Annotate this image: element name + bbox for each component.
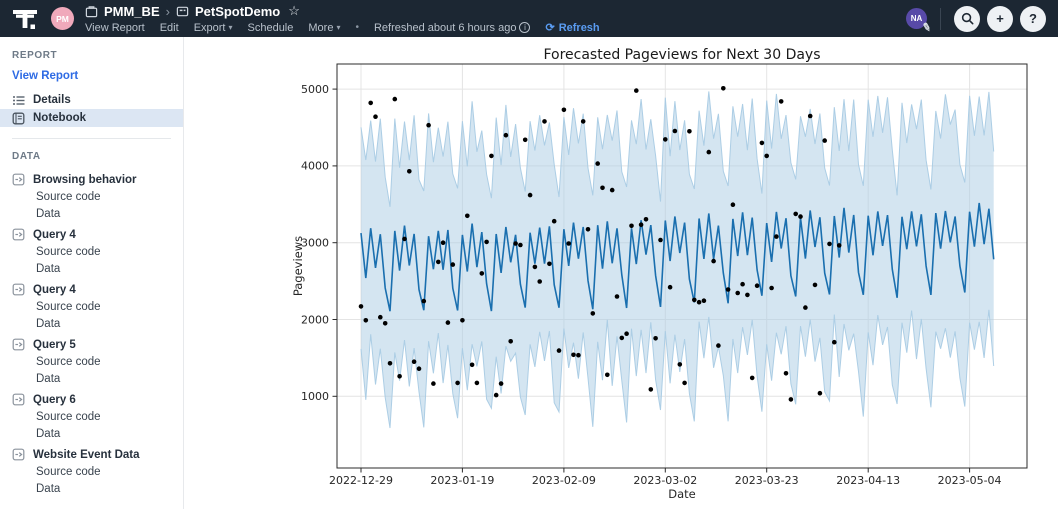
svg-text:2023-05-04: 2023-05-04 [938,474,1002,487]
sidebar-query-group-2[interactable]: Query 4 [0,281,183,298]
query-icon [12,338,25,351]
sidebar: REPORT View Report Details N [0,37,184,509]
sidebar-data-link[interactable]: Data [36,373,61,386]
sidebar-source-code-link[interactable]: Source code [36,465,101,478]
svg-text:4000: 4000 [301,160,329,173]
sidebar-view-report-link[interactable]: View Report [12,70,79,82]
sidebar-report-header: REPORT [12,50,58,61]
report-menu-bar: View Report Edit Export ▾ Schedule More ▾ … [85,21,600,35]
breadcrumb-report-title[interactable]: PetSpotDemo [194,3,281,19]
sidebar-query-group-0[interactable]: Browsing behavior [0,171,183,188]
sidebar-item-notebook[interactable]: Notebook [0,109,183,127]
svg-text:2023-03-02: 2023-03-02 [633,474,697,487]
caret-down-icon: ▾ [228,23,233,32]
svg-text:5000: 5000 [301,83,329,96]
sidebar-data-link[interactable]: Data [36,318,61,331]
forecast-chart-svg: 1000 2000 3000 4000 5000 2022-12-29 2023-01-19… [290,46,1040,508]
query-group-name: Query 5 [33,338,76,351]
sidebar-data-header: DATA [12,151,41,162]
refreshed-status: Refreshed about 6 hours ago i [374,22,531,34]
query-group-name: Query 4 [33,283,76,296]
query-icon [12,173,25,186]
sidebar-source-code-link[interactable]: Source code [36,245,101,258]
svg-text:1000: 1000 [301,390,329,403]
svg-text:Pageviews: Pageviews [291,236,305,296]
details-list-icon [12,94,25,107]
new-button[interactable]: + [987,5,1013,32]
menu-more[interactable]: More ▾ [308,22,340,34]
query-icon [12,393,25,406]
sidebar-details-label: Details [33,94,71,106]
svg-text:2023-04-13: 2023-04-13 [836,474,900,487]
svg-text:2023-03-23: 2023-03-23 [735,474,799,487]
top-bar: PM PMM_BE › PetSpotDemo ☆ View Report Ed… [0,0,1058,37]
svg-text:2022-12-29: 2022-12-29 [329,474,393,487]
svg-text:3000: 3000 [301,237,329,250]
pencil-icon: ✎ [920,20,933,35]
sidebar-source-code-link[interactable]: Source code [36,300,101,313]
sidebar-data-link[interactable]: Data [36,263,61,276]
user-initials: NA [910,14,923,23]
breadcrumb: PMM_BE › PetSpotDemo ☆ View Report Edit … [85,3,600,34]
report-icon [176,6,189,16]
refresh-icon: ⟳ [545,22,555,34]
menu-edit[interactable]: Edit [159,21,179,34]
query-icon [12,448,25,461]
search-icon [961,12,973,25]
sidebar-notebook-label: Notebook [33,112,87,124]
sidebar-divider [12,138,171,139]
query-icon [12,228,25,241]
collection-icon [85,5,98,17]
sidebar-data-link[interactable]: Data [36,208,61,221]
query-group-name: Website Event Data [33,448,140,461]
mode-logo-icon[interactable] [12,6,38,32]
svg-text:Date: Date [668,487,696,501]
sidebar-data-link[interactable]: Data [36,483,61,496]
query-group-name: Query 4 [33,228,76,241]
sidebar-source-code-link[interactable]: Source code [36,410,101,423]
search-button[interactable] [954,5,980,32]
favorite-star-icon[interactable]: ☆ [288,3,300,18]
breadcrumb-separator: › [165,3,170,19]
menu-more-label: More [308,21,334,34]
menu-schedule[interactable]: Schedule [247,21,294,34]
refresh-button[interactable]: ⟳ Refresh [545,21,600,35]
sidebar-item-details[interactable]: Details [0,91,183,109]
menu-view-report[interactable]: View Report [85,21,145,34]
menu-separator-dot: • [355,22,359,33]
forecast-chart-figure: 1000 2000 3000 4000 5000 2022-12-29 2023-01-19… [290,46,1040,508]
menu-export-label: Export [193,21,226,34]
user-avatar[interactable]: NA ✎ [906,8,932,35]
svg-text:2000: 2000 [301,313,329,326]
breadcrumb-workspace[interactable]: PMM_BE [104,3,160,19]
query-group-name: Browsing behavior [33,173,137,186]
sidebar-source-code-link[interactable]: Source code [36,355,101,368]
sidebar-data-link[interactable]: Data [36,428,61,441]
query-icon [12,283,25,296]
query-group-name: Query 6 [33,393,76,406]
notebook-content: 1000 2000 3000 4000 5000 2022-12-29 2023-01-19… [184,37,1058,509]
refreshed-status-text: Refreshed about 6 hours ago [373,21,517,34]
sidebar-query-group-1[interactable]: Query 4 [0,226,183,243]
caret-down-icon: ▾ [336,23,341,32]
plus-icon: + [996,11,1004,26]
svg-text:2023-01-19: 2023-01-19 [430,474,494,487]
info-icon[interactable]: i [519,22,531,33]
sidebar-query-group-4[interactable]: Query 6 [0,391,183,408]
topbar-right-cluster: NA ✎ + ? [906,5,1046,35]
help-button[interactable]: ? [1020,5,1046,32]
sidebar-query-group-3[interactable]: Query 5 [0,336,183,353]
report-owner-avatar[interactable]: PM [51,7,74,30]
sidebar-data-groups: Browsing behavior Source code Data Query 4 S… [0,171,183,498]
question-icon: ? [1029,11,1037,26]
sidebar-source-code-link[interactable]: Source code [36,190,101,203]
sidebar-query-group-5[interactable]: Website Event Data [0,446,183,463]
notebook-icon [12,112,25,125]
svg-text:Forecasted Pageviews for Next: Forecasted Pageviews for Next 30 Days [543,47,820,63]
refresh-label: Refresh [558,21,600,34]
svg-text:2023-02-09: 2023-02-09 [532,474,596,487]
topbar-divider [940,7,941,30]
menu-export[interactable]: Export ▾ [194,22,233,34]
